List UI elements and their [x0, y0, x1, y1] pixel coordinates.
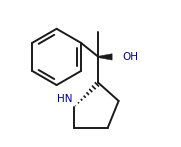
- Polygon shape: [98, 54, 112, 60]
- Text: HN: HN: [57, 94, 72, 104]
- Text: OH: OH: [122, 52, 138, 62]
